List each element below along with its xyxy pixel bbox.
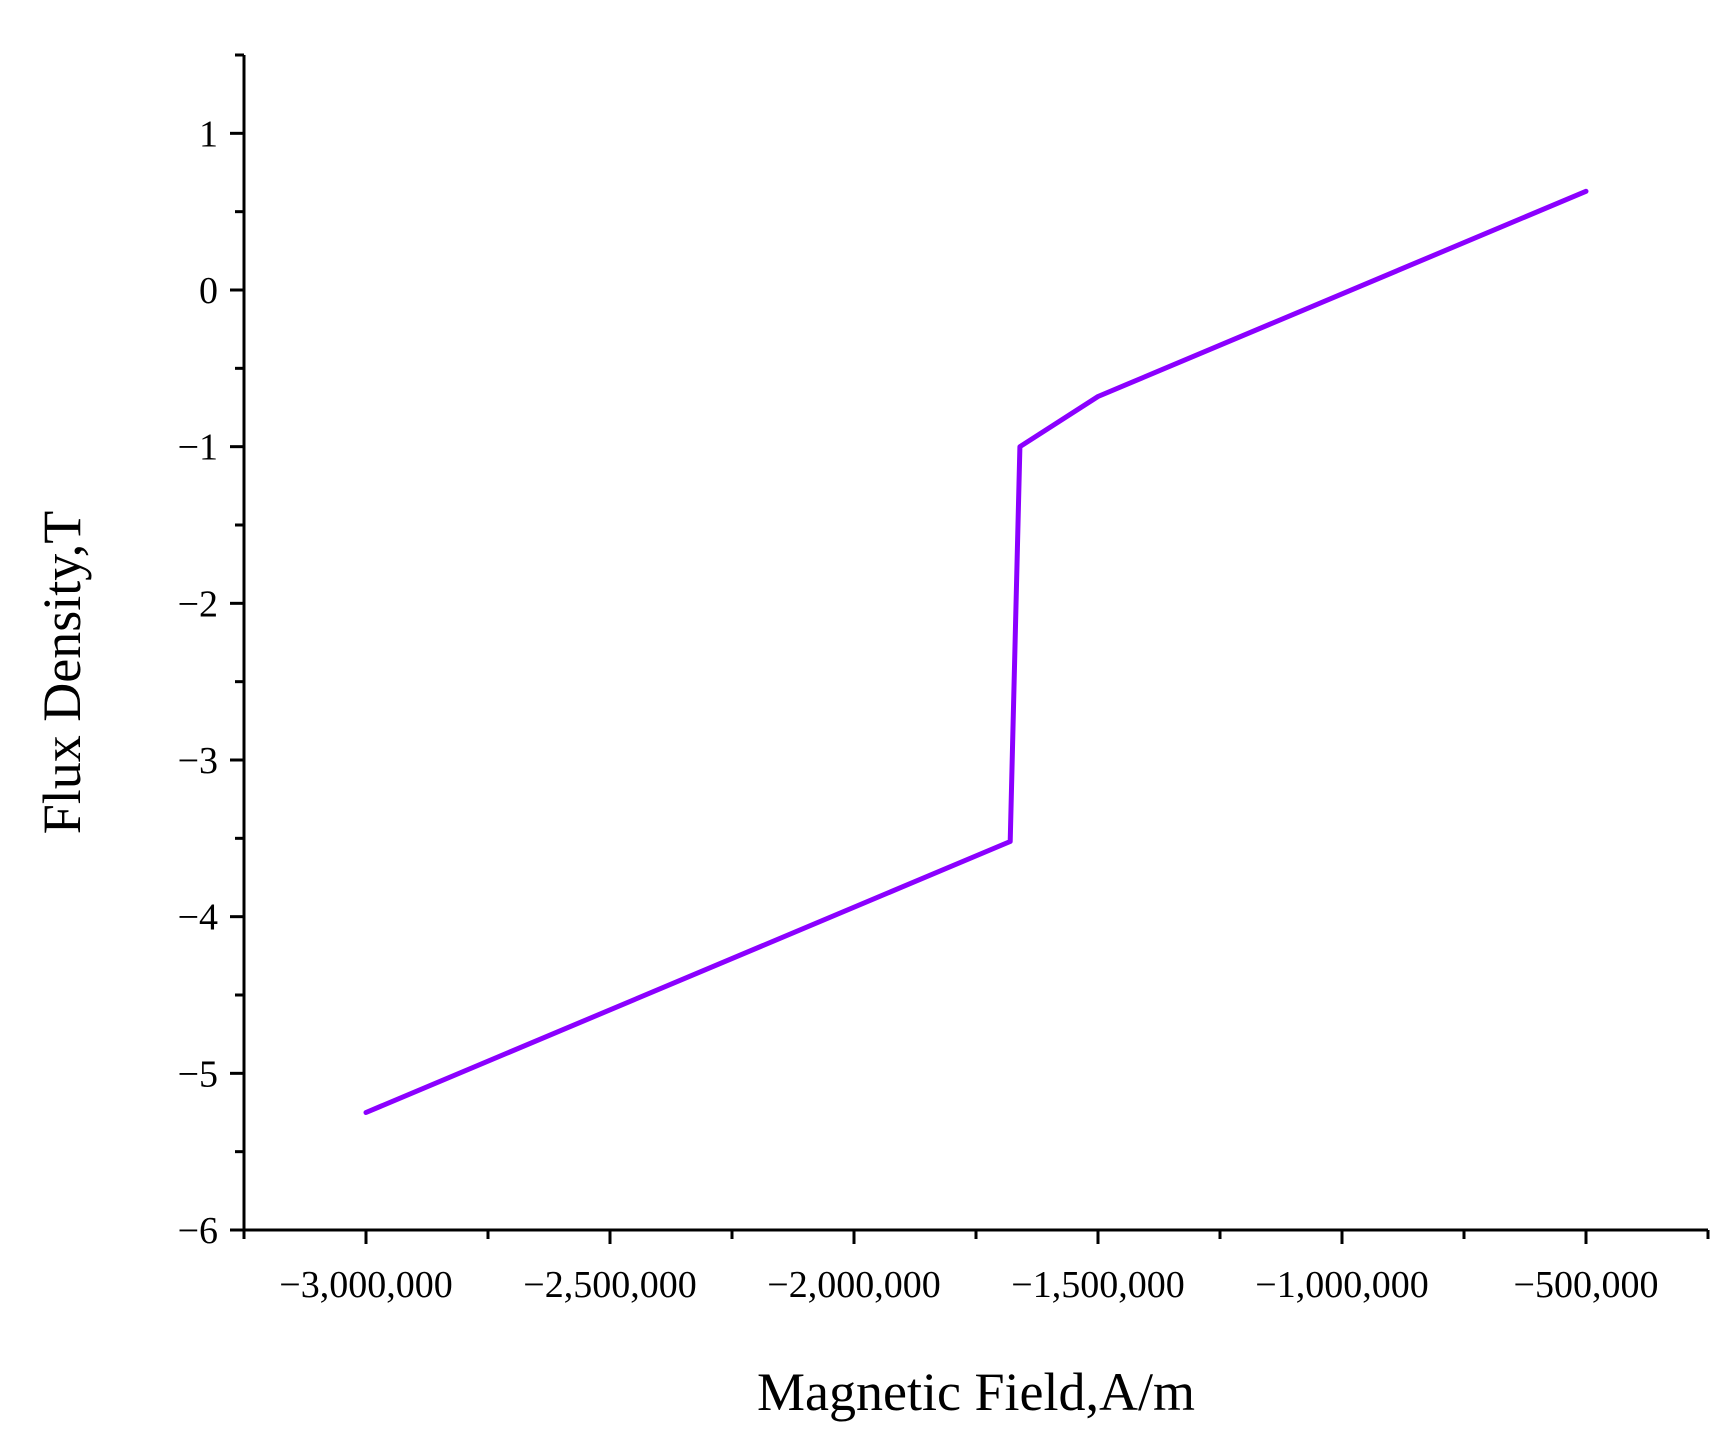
y-ticks: 1 0 −1 −2 −3 −4 −5 −6 bbox=[178, 53, 244, 1252]
y-tick-label: −5 bbox=[178, 1053, 218, 1095]
x-tick-label: −2,000,000 bbox=[767, 1264, 940, 1306]
x-axis-title: Magnetic Field,A/m bbox=[757, 1362, 1195, 1422]
y-tick-label: −4 bbox=[178, 897, 218, 939]
y-tick-label: 1 bbox=[199, 113, 218, 155]
x-ticks: −3,000,000 −2,500,000 −2,000,000 −1,500,000… bbox=[242, 1230, 1710, 1306]
y-tick-label: −2 bbox=[178, 583, 218, 625]
y-axis-title: Flux Density,T bbox=[32, 511, 92, 835]
x-tick-label: −2,500,000 bbox=[523, 1264, 696, 1306]
y-tick-label: 0 bbox=[199, 270, 218, 312]
series-layer bbox=[363, 188, 1589, 1115]
y-tick-label: −1 bbox=[178, 427, 218, 469]
series-line bbox=[363, 188, 1589, 1115]
y-tick-label: −3 bbox=[178, 740, 218, 782]
x-tick-label: −500,000 bbox=[1514, 1264, 1659, 1306]
y-tick-label: −6 bbox=[178, 1210, 218, 1252]
x-tick-label: −1,500,000 bbox=[1011, 1264, 1184, 1306]
x-tick-label: −3,000,000 bbox=[279, 1264, 452, 1306]
x-tick-label: −1,000,000 bbox=[1255, 1264, 1428, 1306]
